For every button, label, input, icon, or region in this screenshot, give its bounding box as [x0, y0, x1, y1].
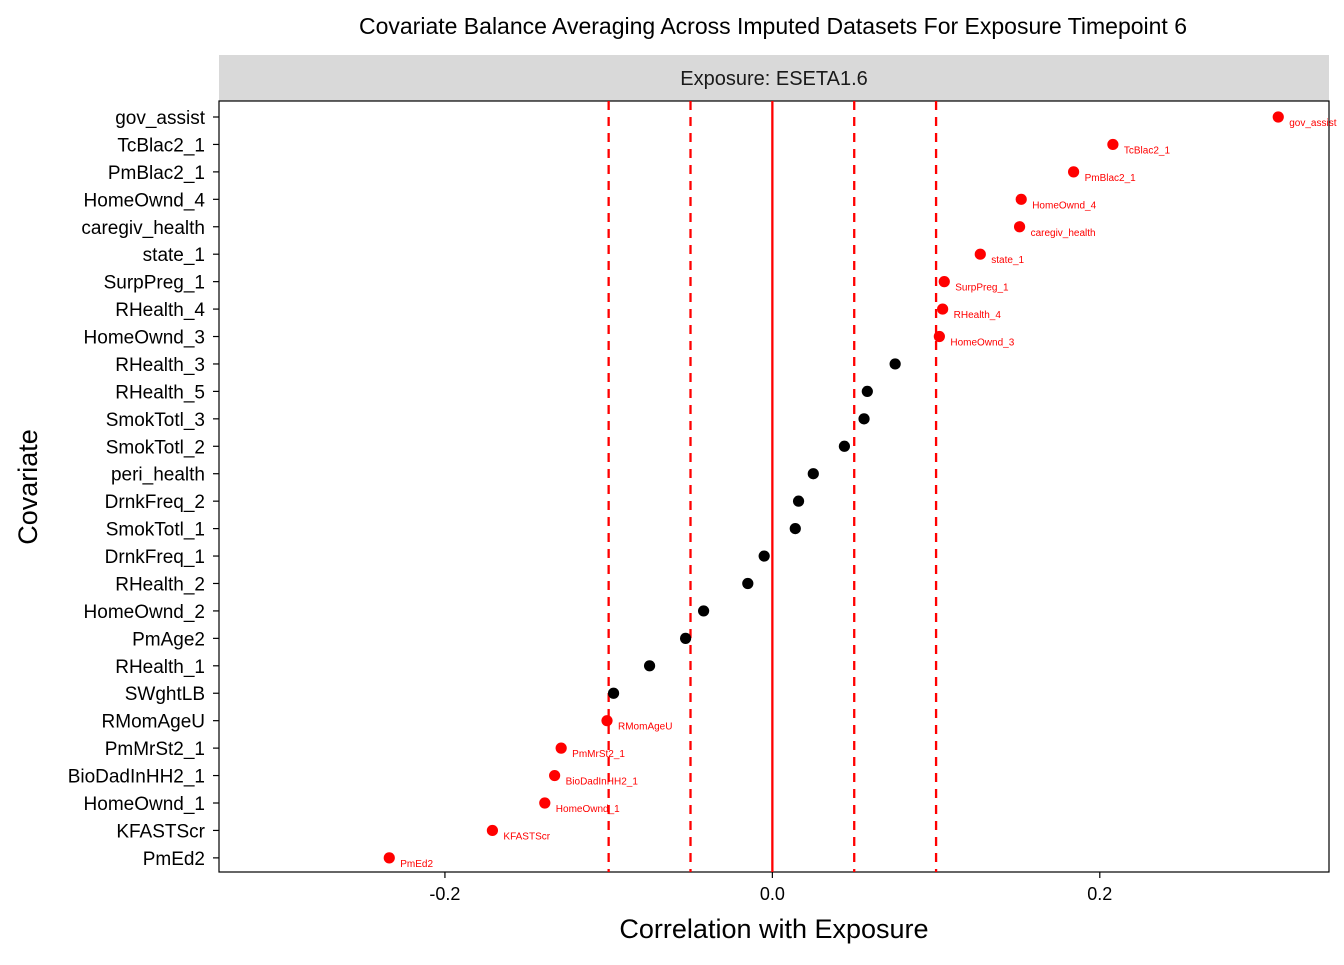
data-point [555, 742, 567, 754]
y-tick-label: SmokTotl_2 [106, 437, 205, 458]
y-tick-label: caregiv_health [81, 218, 205, 239]
x-tick-label: 0.0 [760, 884, 785, 904]
y-tick-label: KFASTScr [116, 821, 205, 842]
chart-title: Covariate Balance Averaging Across Imput… [359, 13, 1187, 39]
data-label: BioDadInHH2_1 [566, 777, 639, 788]
data-point [938, 276, 950, 288]
facet-strip-label: Exposure: ESETA1.6 [680, 68, 868, 90]
y-tick-label: SmokTotl_1 [106, 520, 205, 541]
data-point [789, 523, 801, 535]
x-tick-label: 0.2 [1087, 884, 1112, 904]
y-tick-label: RHealth_4 [115, 300, 205, 321]
data-label: HomeOwnd_3 [950, 338, 1014, 349]
y-tick-label: PmBlac2_1 [108, 163, 205, 184]
data-point [601, 715, 613, 727]
plot-panel [218, 100, 1330, 873]
data-label: PmMrSt2_1 [572, 749, 625, 760]
data-point [861, 385, 873, 397]
data-label: gov_assist [1289, 118, 1336, 129]
data-point [539, 797, 551, 809]
y-tick-label: HomeOwnd_4 [84, 190, 206, 211]
data-label: RHealth_4 [954, 310, 1002, 321]
y-tick-label: DrnkFreq_1 [105, 547, 205, 568]
data-point [1015, 193, 1027, 205]
x-axis-title: Correlation with Exposure [619, 914, 928, 944]
x-axis: -0.2 0.0 0.2 [429, 872, 1112, 904]
y-tick-label: PmEd2 [143, 849, 205, 870]
data-point [607, 687, 620, 699]
y-tick-label: PmMrSt2_1 [105, 739, 205, 760]
y-tick-label: TcBlac2_1 [117, 135, 205, 156]
x-tick-label: -0.2 [429, 884, 460, 904]
y-tick-label: HomeOwnd_2 [84, 602, 205, 623]
y-tick-label: HomeOwnd_3 [84, 328, 205, 349]
data-point [679, 632, 692, 644]
y-tick-label: PmAge2 [132, 629, 205, 650]
y-tick-label: RMomAgeU [102, 712, 205, 733]
y-tick-label: DrnkFreq_2 [105, 492, 205, 513]
data-point [974, 248, 986, 260]
facet-strip [219, 55, 1329, 101]
y-tick-label: RHealth_2 [115, 574, 205, 595]
data-label: SurpPreg_1 [955, 283, 1009, 294]
data-point [1068, 166, 1080, 178]
point-labels: gov_assist TcBlac2_1 PmBlac2_1 HomeOwnd_4ca… [400, 118, 1336, 870]
y-tick-label: SurpPreg_1 [104, 273, 205, 294]
y-tick-label: peri_health [111, 465, 205, 486]
data-label: state_1 [991, 255, 1024, 266]
data-point [792, 495, 805, 507]
data-point [1272, 111, 1284, 123]
data-point [889, 358, 901, 370]
panel-border [218, 100, 1330, 873]
y-tick-label: gov_assist [115, 108, 205, 129]
data-label: HomeOwnd_1 [556, 804, 620, 815]
data-label: TcBlac2_1 [1124, 145, 1171, 156]
data-point [643, 660, 656, 672]
y-tick-label: RHealth_3 [115, 355, 205, 376]
y-tick-label: SmokTotl_3 [106, 410, 205, 431]
data-point [933, 330, 945, 343]
data-point [937, 303, 949, 315]
y-tick-label: state_1 [143, 245, 205, 266]
data-label: HomeOwnd_4 [1032, 200, 1096, 211]
data-point [549, 769, 561, 782]
data-label: RMomAgeU [618, 722, 672, 733]
data-label: KFASTScr [503, 831, 550, 842]
y-tick-label: RHealth_1 [115, 657, 205, 678]
data-point [807, 468, 819, 480]
data-point [838, 440, 850, 452]
data-point [383, 852, 395, 864]
data-point [1013, 221, 1026, 233]
y-tick-label: SWghtLB [125, 684, 205, 705]
data-point [858, 413, 870, 425]
data-label: PmBlac2_1 [1085, 173, 1137, 184]
data-point [698, 605, 710, 617]
data-points [383, 111, 1284, 864]
reference-lines [607, 101, 938, 872]
data-label: PmEd2 [400, 859, 433, 870]
y-tick-label: RHealth_5 [115, 382, 205, 403]
data-point [742, 577, 754, 590]
data-point [1107, 138, 1119, 151]
data-point [486, 824, 499, 837]
y-tick-label: HomeOwnd_1 [84, 794, 205, 815]
data-label: caregiv_health [1031, 228, 1096, 239]
y-tick-label: BioDadInHH2_1 [68, 767, 205, 788]
data-point [758, 550, 770, 562]
y-axis-title: Covariate [13, 429, 43, 545]
y-axis: gov_assist TcBlac2_1 PmBlac2_1 HomeOwnd_4ca… [68, 108, 219, 870]
